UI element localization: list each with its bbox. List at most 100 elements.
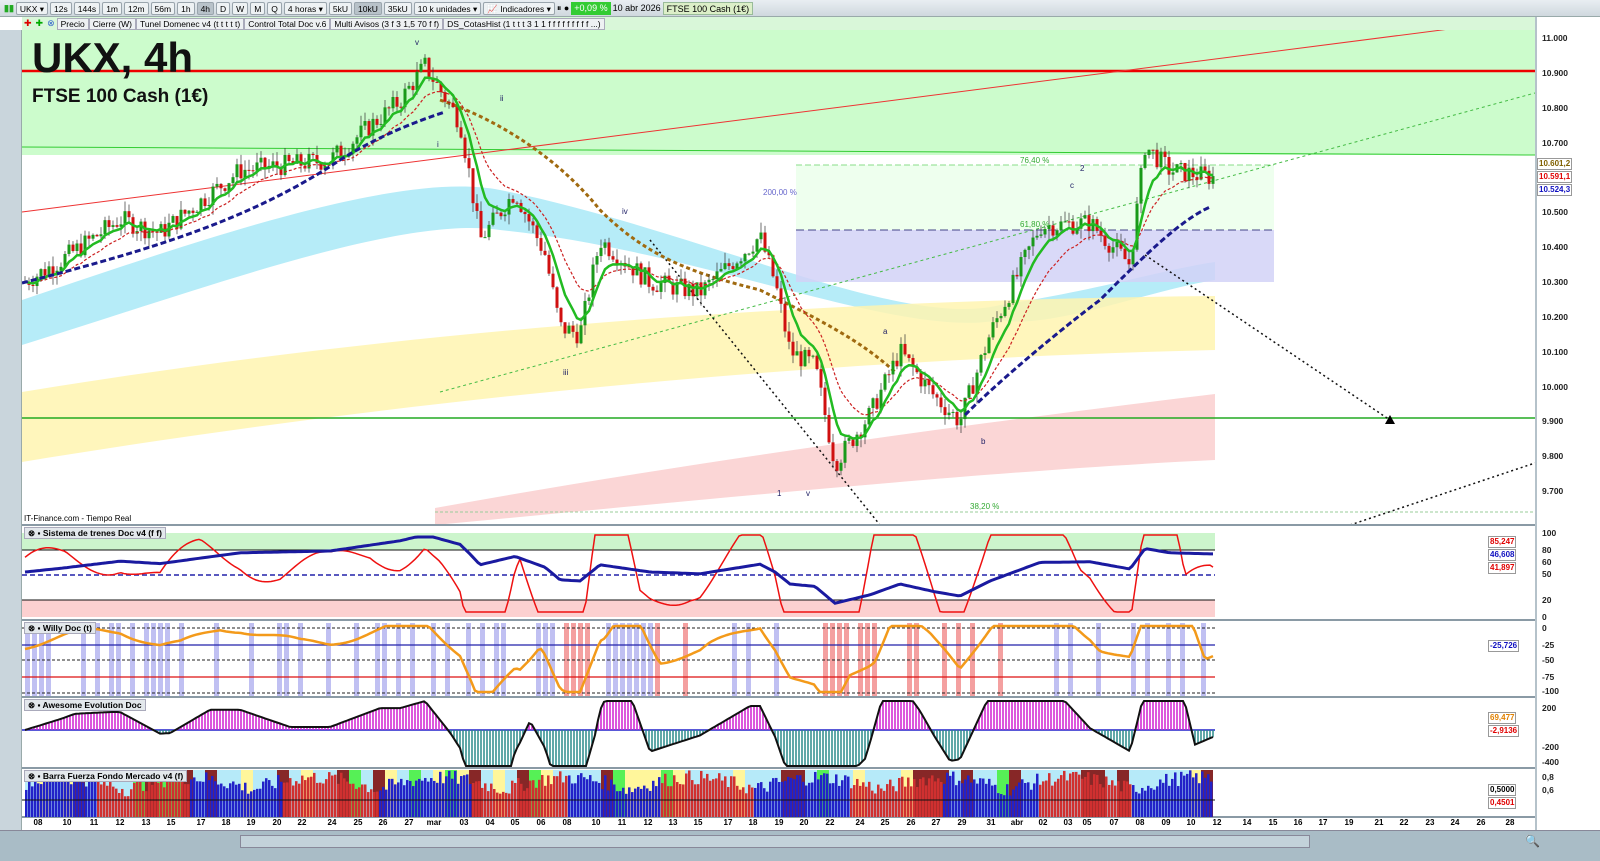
force-bar bbox=[439, 771, 442, 817]
drawing-tools-sidebar[interactable] bbox=[0, 30, 22, 830]
force-bar bbox=[1057, 778, 1060, 817]
candle bbox=[367, 121, 371, 136]
force-bar bbox=[154, 775, 157, 817]
panel-tick: 0,8 bbox=[1542, 772, 1554, 782]
force-bar bbox=[745, 793, 748, 817]
force-bar bbox=[190, 779, 193, 817]
scrollbar[interactable] bbox=[240, 835, 1310, 848]
force-bar bbox=[355, 788, 358, 817]
force-bar bbox=[289, 778, 292, 817]
indicator-tab[interactable]: Cierre (W) bbox=[88, 17, 136, 30]
price-axis[interactable] bbox=[1535, 17, 1600, 830]
timeframe-12m[interactable]: 12m bbox=[124, 1, 149, 15]
close-icon[interactable]: ⊗ bbox=[47, 18, 55, 28]
units-10kU[interactable]: 10kU bbox=[354, 1, 382, 15]
force-bar bbox=[127, 796, 130, 817]
price-tick: 10.100 bbox=[1542, 346, 1568, 357]
candle bbox=[575, 331, 579, 344]
indicator-tab[interactable]: Precio bbox=[56, 17, 89, 30]
date-tick: 22 bbox=[297, 818, 307, 827]
panel-header[interactable]: ⊗ ▪ Awesome Evolution Doc bbox=[24, 699, 146, 711]
close-panel-icon[interactable]: ⊗ bbox=[28, 700, 36, 710]
timeframe-D[interactable]: D bbox=[216, 1, 231, 15]
candle bbox=[631, 266, 635, 276]
candle bbox=[299, 154, 303, 166]
candle bbox=[815, 355, 819, 370]
close-panel-icon[interactable]: ⊗ bbox=[28, 623, 36, 633]
candle bbox=[1003, 306, 1007, 317]
symbol-select[interactable]: UKX ▾ bbox=[15, 1, 49, 15]
candle bbox=[1059, 221, 1063, 231]
close-panel-icon[interactable]: ⊗ bbox=[28, 771, 36, 781]
add-icon[interactable]: ✚ bbox=[24, 18, 32, 28]
timeframe-1m[interactable]: 1m bbox=[102, 1, 122, 15]
panel-header[interactable]: ⊗ ▪ Sistema de trenes Doc v4 (f f) bbox=[24, 527, 166, 539]
timeframe-1h[interactable]: 1h bbox=[177, 1, 195, 15]
timeframe-12s[interactable]: 12s bbox=[50, 1, 72, 15]
candle bbox=[1139, 167, 1143, 204]
force-bar bbox=[34, 780, 37, 817]
long-ma-line bbox=[963, 205, 1211, 417]
candle bbox=[219, 183, 223, 189]
date-tick: 03 bbox=[459, 818, 469, 827]
candle bbox=[471, 168, 475, 204]
panel-value-tag: 0,4501 bbox=[1488, 797, 1517, 809]
indicator-tab[interactable]: Control Total Doc v.6 bbox=[244, 17, 331, 30]
force-bar bbox=[1078, 774, 1081, 817]
candle bbox=[215, 183, 219, 187]
indicator-tab[interactable]: DS_CotasHist (1 t t t 3 1 1 f f f f f f … bbox=[443, 17, 605, 30]
units-35kU[interactable]: 35kU bbox=[383, 1, 412, 15]
indicator-tab[interactable]: Tunel Domenec v4 (t t t t t) bbox=[135, 17, 245, 30]
units-5kU[interactable]: 5kU bbox=[328, 1, 353, 15]
candle bbox=[371, 118, 375, 136]
timeframe-144s[interactable]: 144s bbox=[73, 1, 101, 15]
force-bar bbox=[271, 785, 274, 817]
force-bar bbox=[556, 776, 559, 817]
candle bbox=[399, 106, 403, 108]
timeframe-4h[interactable]: 4h bbox=[196, 1, 215, 15]
timeframe-56m[interactable]: 56m bbox=[150, 1, 176, 15]
panel-header[interactable]: ⊗ ▪ Barra Fuerza Fondo Mercado v4 (f) bbox=[24, 770, 188, 782]
candle bbox=[319, 163, 323, 170]
timeframe-W[interactable]: W bbox=[232, 1, 249, 15]
force-bar bbox=[616, 791, 619, 817]
candle bbox=[1023, 249, 1027, 258]
timeframe-M[interactable]: M bbox=[250, 1, 266, 15]
candle bbox=[971, 385, 975, 394]
force-bar bbox=[124, 796, 127, 817]
zoom-in-icon[interactable]: 🔍 bbox=[1525, 834, 1540, 848]
candle bbox=[355, 137, 359, 144]
force-bar bbox=[883, 790, 886, 817]
candle bbox=[1079, 218, 1083, 229]
add-green-icon[interactable]: ✚ bbox=[35, 18, 44, 28]
force-bar bbox=[670, 786, 673, 817]
willy-bar bbox=[914, 623, 919, 696]
indicators-button[interactable]: 📈 Indicadores ▾ bbox=[483, 1, 555, 15]
candle bbox=[115, 225, 119, 227]
force-bar bbox=[1171, 778, 1174, 817]
period-select[interactable]: 4 horas ▾ bbox=[283, 1, 327, 15]
timeframe-Q[interactable]: Q bbox=[267, 1, 282, 15]
willy-bar bbox=[144, 623, 149, 696]
date-tick: 05 bbox=[1082, 818, 1092, 827]
panel-header[interactable]: ⊗ ▪ Willy Doc (t) bbox=[24, 622, 96, 634]
indicator-tab[interactable]: Multi Avisos (3 f 3 1,5 70 f f) bbox=[330, 17, 444, 30]
willy-bar bbox=[823, 623, 828, 696]
force-bar bbox=[247, 793, 250, 817]
force-bar bbox=[31, 786, 34, 817]
units-select[interactable]: 10 k unidades ▾ bbox=[413, 1, 482, 15]
candle bbox=[727, 263, 731, 267]
chart-icon[interactable]: ▮▮ bbox=[4, 2, 14, 13]
force-bar bbox=[892, 786, 895, 817]
pause-icon[interactable]: ⏸ ● bbox=[556, 2, 570, 13]
price-tick: 9.700 bbox=[1542, 486, 1564, 497]
price-tick: 10.300 bbox=[1542, 276, 1568, 287]
candle bbox=[591, 264, 595, 298]
force-bar bbox=[466, 774, 469, 817]
candle bbox=[535, 225, 539, 239]
willy-bar bbox=[109, 623, 114, 696]
force-bar bbox=[949, 775, 952, 817]
force-bar bbox=[1132, 785, 1135, 817]
close-panel-icon[interactable]: ⊗ bbox=[28, 528, 36, 538]
